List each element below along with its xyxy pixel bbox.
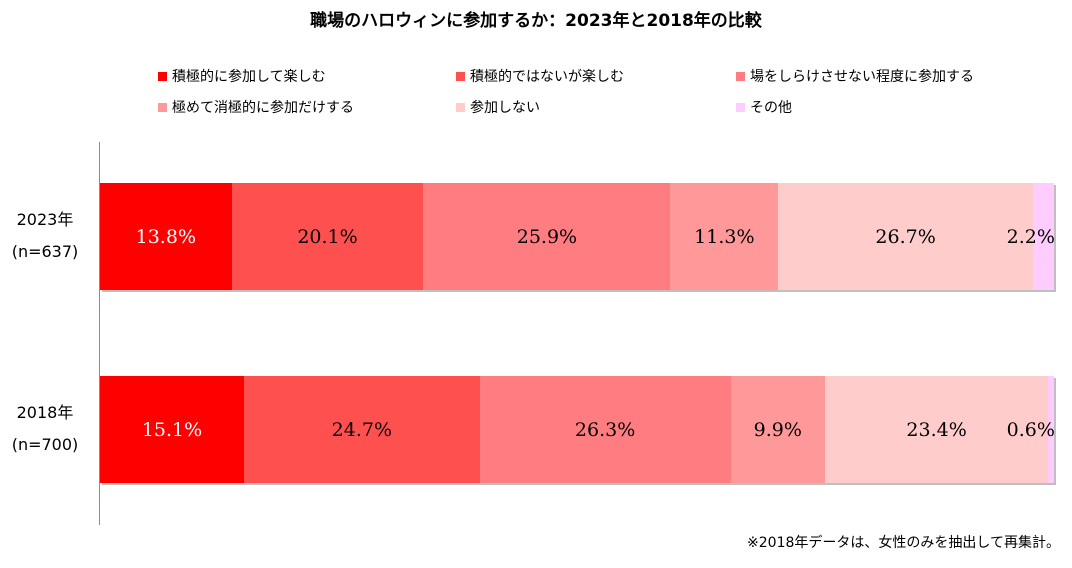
data-label: 11.3% [694, 225, 755, 248]
stacked-bar: 13.8% 20.1% 25.9% 11.3% 26.7% 2.2% [100, 183, 1055, 290]
bar-segment: 25.9% [423, 183, 671, 290]
bar-segment: 26.7% [778, 183, 1033, 290]
legend-label: 参加しない [470, 100, 540, 116]
data-label: 26.7% [875, 225, 936, 248]
data-label: 25.9% [516, 225, 578, 248]
legend-item: 積極的に参加して楽しむ [158, 66, 326, 86]
legend-label: 極めて消極的に参加だけする [172, 100, 354, 116]
category-label-year: 2018年 [16, 403, 74, 422]
bar-segment: 15.1% [100, 376, 245, 483]
legend-label: その他 [750, 100, 792, 116]
category-label-year: 2023年 [16, 210, 74, 229]
data-label: 20.1% [297, 225, 358, 248]
chart-title: 職場のハロウィンに参加するか：2023年と2018年の比較 [310, 11, 762, 31]
bar-segment: 26.3% [479, 376, 731, 483]
legend-item: その他 [736, 97, 792, 117]
legend-item: 積極的ではないが楽しむ [456, 66, 624, 86]
footnote: ※2018年データは、女性のみを抽出して再集計。 [747, 535, 1060, 551]
legend-swatch [456, 102, 465, 112]
bar-segment: 13.8% [100, 183, 232, 290]
category-label-n: (n=700) [11, 435, 79, 454]
data-label: 9.9% [753, 418, 802, 441]
legend-label: 積極的に参加して楽しむ [172, 69, 326, 85]
data-label: 15.1% [141, 418, 203, 441]
bar-segment: 9.9% [730, 376, 825, 483]
legend-swatch [158, 71, 167, 81]
stacked-bar: 15.1% 24.7% 26.3% 9.9% 23.4% 0.6% [100, 376, 1055, 483]
data-label: 13.8% [135, 225, 196, 248]
legend-swatch [456, 71, 465, 81]
legend-item: 場をしらけさせない程度に参加する [736, 66, 974, 86]
bar-segment: 0.6% [1007, 376, 1055, 483]
data-label: 24.7% [331, 418, 393, 441]
bar-segment: 24.7% [244, 376, 480, 483]
data-label: 23.4% [906, 418, 967, 441]
legend-label: 場をしらけさせない程度に参加する [750, 69, 974, 85]
legend-swatch [158, 102, 167, 112]
bar-segment: 11.3% [670, 183, 779, 290]
legend-item: 極めて消極的に参加だけする [158, 97, 354, 117]
legend-label: 積極的ではないが楽しむ [470, 69, 624, 85]
bar-segment: 2.2% [1007, 183, 1055, 290]
data-label: 2.2% [1006, 225, 1055, 248]
bar-segment: 23.4% [825, 376, 1049, 483]
category-axis-line [99, 142, 100, 525]
legend-swatch [736, 71, 745, 81]
data-label: 0.6% [1006, 418, 1055, 441]
legend-item: 参加しない [456, 97, 540, 117]
data-label: 26.3% [574, 418, 636, 441]
bar-segment: 20.1% [231, 183, 424, 290]
category-label-n: (n=637) [11, 242, 79, 261]
legend-swatch [736, 102, 745, 112]
